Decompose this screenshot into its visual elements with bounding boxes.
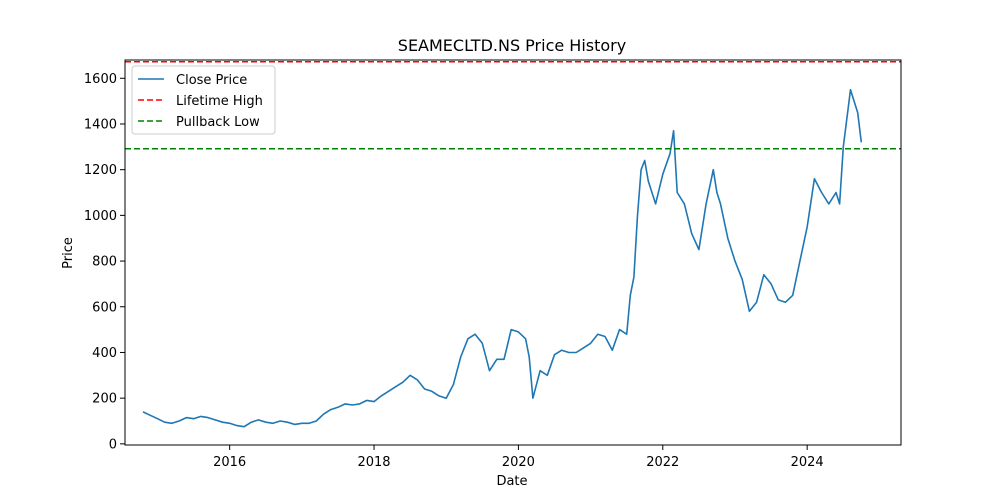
chart-title: SEAMECLTD.NS Price History [398,36,626,55]
legend-box [131,65,276,135]
y-tick-label: 1400 [84,117,117,132]
x-axis-label: Date [496,474,527,489]
y-tick-label: 400 [92,346,117,361]
y-tick-label: 1600 [84,72,117,87]
y-tick-label: 800 [92,255,117,270]
legend: Close Price Lifetime High Pullback Low [131,65,276,135]
legend-label-close-price: Close Price [176,73,247,88]
x-tick-label: 2024 [791,455,824,470]
legend-label-pullback-low: Pullback Low [176,115,260,130]
y-tick-label: 200 [92,392,117,407]
y-tick-label: 600 [92,300,117,315]
x-tick-label: 2022 [646,455,679,470]
y-tick-label: 1200 [84,163,117,178]
plot-frame [124,59,902,446]
x-tick-label: 2016 [213,455,246,470]
x-axis: 2016 2018 2020 2022 2024 [213,445,824,470]
y-tick-label: 1000 [84,209,117,224]
plot-lines [125,61,901,428]
legend-label-lifetime-high: Lifetime High [176,94,263,109]
y-tick-label: 0 [109,437,117,452]
x-tick-label: 2020 [502,455,535,470]
series-line-close-price [142,88,863,428]
y-axis-label: Price [61,237,76,269]
y-axis: 0 200 400 600 800 1000 1200 1400 1600 [84,72,125,452]
x-tick-label: 2018 [357,455,390,470]
